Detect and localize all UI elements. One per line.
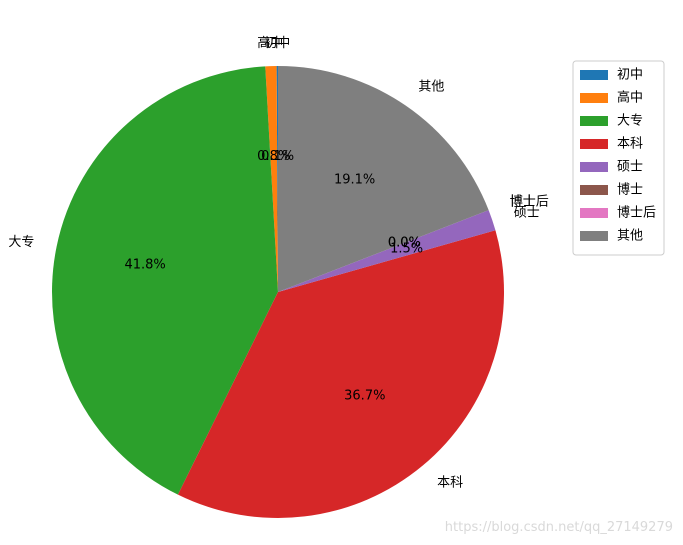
legend-swatch: [580, 139, 608, 149]
slice-percent-label: 41.8%: [124, 257, 165, 272]
legend-swatch: [580, 93, 608, 103]
percent-labels: 0.1%0.8%41.8%36.7%1.5%0.0%0.0%19.1%: [124, 149, 423, 404]
slice-percent-label: 36.7%: [344, 389, 385, 404]
slice-percent-label: 0.0%: [388, 235, 421, 250]
slice-category-label: 硕士: [514, 206, 540, 221]
slice-category-label: 大专: [8, 235, 34, 250]
pie-slice: [276, 65, 278, 292]
legend-label: 初中: [617, 68, 643, 83]
slice-percent-label: 0.0%: [388, 235, 421, 250]
slice-category-label: 其他: [418, 79, 444, 94]
legend-swatch: [580, 70, 608, 80]
slice-percent-label: 19.1%: [334, 173, 375, 188]
legend-label: 本科: [617, 137, 643, 152]
legend-frame: [572, 60, 665, 256]
legend-label: 博士: [617, 183, 643, 198]
slice-category-label: 高中: [257, 35, 283, 51]
legend-swatch: [580, 185, 608, 195]
legend-label: 博士后: [617, 206, 656, 221]
slice-category-label: 本科: [437, 476, 463, 491]
slice-percent-label: 1.5%: [390, 241, 423, 256]
slice-category-label: 博士: [510, 194, 536, 209]
slice-percent-label: 0.8%: [257, 149, 290, 164]
legend-swatch: [580, 116, 608, 126]
pie-slice: [278, 210, 496, 292]
pie-slices: [52, 65, 505, 518]
legend-label: 高中: [617, 90, 643, 106]
legend-label: 大专: [617, 114, 643, 129]
slice-category-label: 初中: [264, 36, 290, 51]
pie-slice: [278, 66, 489, 292]
pie-slice: [52, 66, 279, 495]
slice-percent-label: 0.1%: [261, 149, 294, 164]
legend-swatch: [580, 162, 608, 172]
watermark: https://blog.csdn.net/qq_27149279: [444, 520, 673, 535]
slice-category-label: 博士后: [510, 194, 549, 209]
pie-slice: [177, 230, 505, 518]
legend-swatch: [580, 231, 608, 241]
pie-slice: [265, 66, 278, 292]
legend-label: 硕士: [617, 160, 643, 175]
legend-swatch: [580, 208, 608, 218]
legend-label: 其他: [617, 229, 643, 244]
